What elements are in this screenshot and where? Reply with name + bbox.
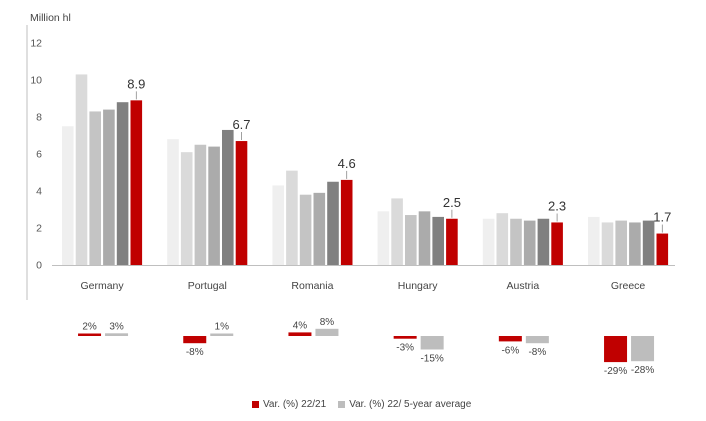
legend: Var. (%) 22/21 Var. (%) 22/ 5-year avera… (252, 399, 479, 410)
variation-label-portugal: 1% (215, 322, 230, 333)
bar-germany-year-2 (75, 74, 88, 265)
y-tick-label: 6 (36, 149, 42, 161)
legend-label-var-22-21: Var. (%) 22/21 (263, 399, 327, 410)
bar-portugal-year-2 (180, 152, 193, 265)
value-label-romania: 4.6 (338, 156, 356, 171)
y-tick-label: 12 (30, 38, 42, 50)
bar-hungary-year-2 (391, 198, 403, 265)
bar-greece-year-2 (601, 222, 614, 265)
bar-hungary-year-1 (377, 211, 390, 265)
variation-bar-hungary-var-22-5yr (420, 336, 444, 350)
bar-romania-2022 (340, 179, 353, 265)
variation-label-greece: -29% (604, 366, 627, 377)
category-label-portugal: Portugal (188, 280, 227, 292)
y-tick-label: 10 (30, 75, 42, 87)
legend-item-var-22-21: Var. (%) 22/21 (252, 399, 326, 410)
bar-romania-year-1 (272, 185, 284, 265)
bar-germany-year-4 (103, 109, 115, 265)
variation-label-portugal: -8% (186, 347, 204, 358)
bar-portugal-2022 (235, 141, 248, 265)
value-label-greece: 1.7 (653, 210, 671, 225)
bar-austria-year-5 (537, 218, 550, 265)
variation-label-austria: -6% (501, 345, 519, 356)
bar-portugal-year-5 (222, 129, 234, 265)
variation-label-hungary: -15% (420, 354, 443, 365)
bar-portugal-year-1 (167, 139, 179, 265)
bar-germany-year-1 (62, 126, 74, 265)
bar-germany-year-3 (89, 111, 101, 265)
variation-label-romania: 4% (293, 320, 308, 331)
bar-greece-year-3 (615, 220, 627, 265)
variation-bar-austria-var-22-21 (498, 336, 522, 342)
bar-germany-2022 (130, 100, 143, 265)
legend-swatch-grey (338, 401, 346, 408)
variation-bar-greece-var-22-21 (604, 336, 628, 363)
bar-greece-year-5 (642, 220, 655, 265)
bar-austria-year-2 (496, 213, 509, 265)
variation-bar-romania-var-22-21 (288, 332, 312, 336)
bar-greece-year-1 (588, 216, 600, 265)
bar-romania-year-4 (313, 192, 326, 265)
bar-portugal-year-3 (194, 144, 207, 265)
y-axis-label: Million hl (30, 12, 71, 24)
y-tick-label: 8 (36, 112, 42, 124)
variation-label-hungary: -3% (396, 343, 414, 354)
category-label-germany: Germany (80, 280, 124, 292)
bar-romania-year-5 (327, 181, 339, 265)
bar-austria-year-4 (523, 220, 536, 265)
bar-romania-year-2 (286, 170, 298, 265)
variation-label-romania: 8% (320, 317, 335, 328)
variation-label-germany: 3% (109, 321, 124, 332)
value-label-hungary: 2.5 (443, 195, 461, 210)
bar-germany-year-5 (116, 102, 129, 265)
bar-portugal-year-4 (208, 146, 220, 265)
bar-greece-2022 (656, 233, 669, 265)
legend-label-var-22-5yr: Var. (%) 22/ 5-year average (349, 399, 472, 410)
category-label-hungary: Hungary (398, 280, 438, 292)
variation-bar-austria-var-22-5yr (525, 336, 549, 344)
category-label-austria: Austria (507, 280, 540, 292)
y-tick-label: 0 (36, 260, 42, 272)
y-tick-label: 4 (36, 186, 42, 198)
variation-bar-portugal-var-22-5yr (210, 333, 234, 336)
variation-label-austria: -8% (528, 347, 546, 358)
bar-austria-year-1 (482, 218, 495, 265)
bar-hungary-2022 (446, 218, 458, 265)
legend-swatch-red (252, 401, 259, 408)
y-tick-label: 2 (36, 223, 42, 235)
variation-bar-romania-var-22-5yr (315, 328, 339, 336)
category-label-romania: Romania (291, 280, 333, 292)
variation-label-greece: -28% (631, 365, 654, 376)
value-label-germany: 8.9 (127, 76, 145, 91)
variation-bar-hungary-var-22-21 (393, 336, 417, 339)
bar-hungary-year-5 (432, 216, 444, 265)
variation-bar-greece-var-22-5yr (631, 336, 655, 362)
category-label-greece: Greece (611, 280, 646, 292)
bar-greece-year-4 (629, 222, 641, 265)
bar-hungary-year-3 (405, 215, 417, 265)
variation-bar-germany-var-22-21 (78, 333, 102, 336)
bar-romania-year-3 (299, 194, 312, 265)
value-label-portugal: 6.7 (232, 117, 250, 132)
legend-item-var-22-5yr: Var. (%) 22/ 5-year average (338, 399, 471, 410)
bar-austria-year-3 (510, 218, 522, 265)
value-label-austria: 2.3 (548, 198, 566, 213)
variation-bar-germany-var-22-5yr (105, 333, 129, 336)
bar-austria-2022 (551, 222, 563, 265)
bar-hungary-year-4 (418, 211, 431, 265)
variation-bar-portugal-var-22-21 (183, 336, 207, 344)
variation-label-germany: 2% (82, 322, 97, 333)
